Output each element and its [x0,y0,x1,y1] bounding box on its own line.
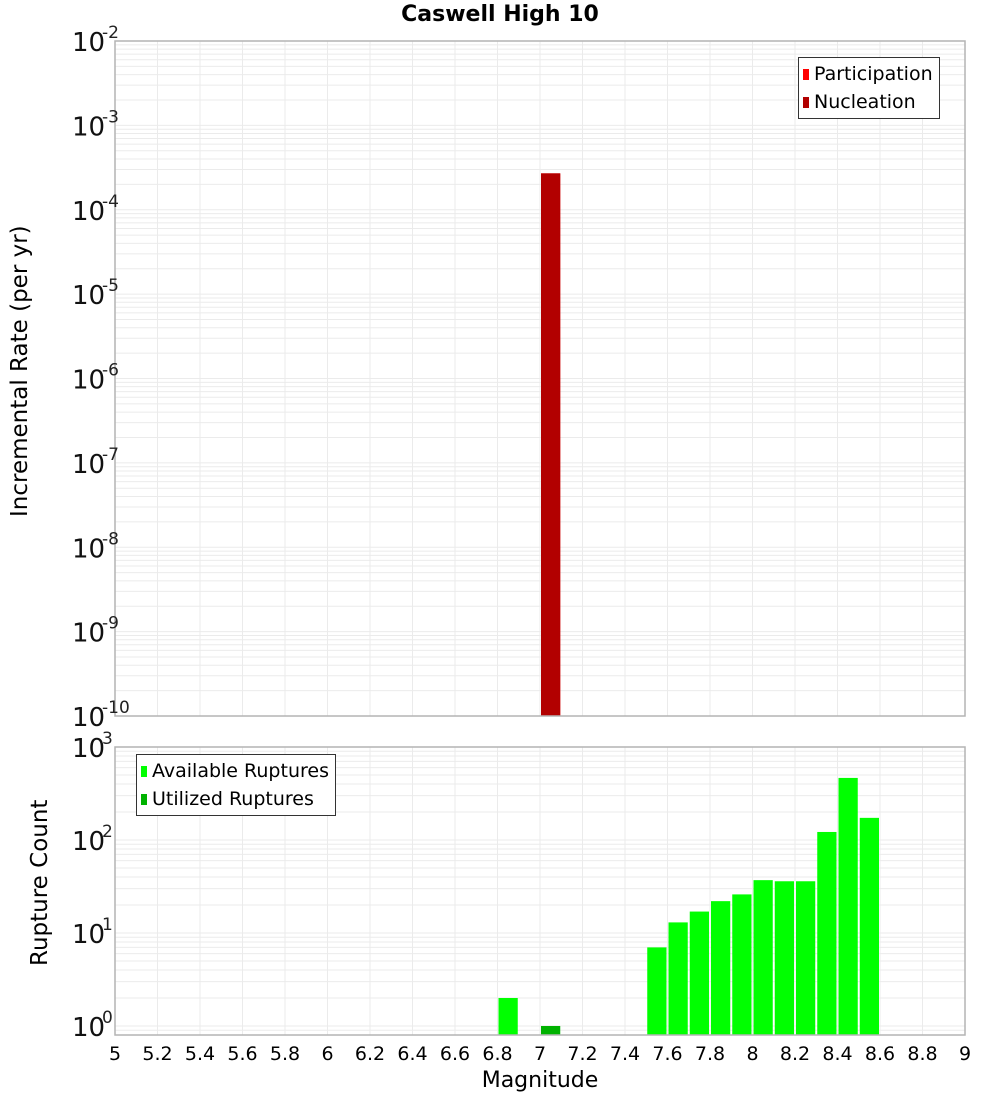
x-tick-label: 9 [959,1043,971,1065]
x-tick-label: 5.2 [142,1043,172,1065]
y-tick-exponent: -4 [102,192,119,212]
y-tick-exponent: 0 [102,1008,113,1028]
x-tick-label: 7.8 [695,1043,725,1065]
legend-label: Nucleation [814,91,916,113]
legend-item-nucleation: Nucleation [803,88,933,116]
y-tick-exponent: -2 [102,23,119,43]
y-tick-exponent: -6 [102,361,119,381]
x-axis-label: Magnitude [481,1068,599,1093]
bar [732,894,752,1035]
y-tick-exponent: -9 [102,614,119,634]
y-tick-label: 10 [72,281,105,311]
y-tick-exponent: 3 [102,729,113,749]
legend-label: Utilized Ruptures [152,788,314,810]
legend-item-available-ruptures: Available Ruptures [141,757,329,785]
y-tick-label: 10 [72,112,105,142]
x-tick-label: 6.6 [440,1043,470,1065]
lower-y-axis-label: Rupture Count [27,799,53,966]
bar [498,997,518,1035]
x-tick-label: 7.2 [567,1043,597,1065]
y-tick-label: 10 [72,1013,105,1043]
x-tick-label: 6.8 [482,1043,512,1065]
x-tick-label: 8.8 [907,1043,937,1065]
bar [541,173,561,716]
y-tick-label: 10 [72,920,105,950]
y-tick-label: 10 [72,827,105,857]
x-tick-label: 5.4 [185,1043,215,1065]
x-tick-label: 7 [534,1043,546,1065]
bar [796,881,816,1035]
bar [689,911,709,1035]
bar [668,922,688,1035]
y-tick-exponent: 2 [102,822,113,842]
y-tick-label: 10 [72,734,105,764]
nucleation-swatch-icon [803,96,809,108]
y-tick-label: 10 [72,450,105,480]
x-tick-label: 8.2 [780,1043,810,1065]
legend-label: Participation [814,63,933,85]
y-tick-label: 10 [72,366,105,396]
y-tick-exponent: -5 [102,276,119,296]
legend-item-participation: Participation [803,60,933,88]
y-tick-label: 10 [72,197,105,227]
bar [711,901,731,1035]
legend-label: Available Ruptures [152,760,329,782]
y-tick-exponent: -7 [102,445,119,465]
x-tick-label: 8.4 [822,1043,852,1065]
x-tick-label: 7.4 [610,1043,640,1065]
bar [753,880,773,1035]
y-tick-exponent: 1 [102,915,113,935]
legend-item-utilized-ruptures: Utilized Ruptures [141,785,329,813]
bar [859,817,879,1035]
bar [774,881,794,1035]
upper-plot: 10-210-310-410-510-610-710-810-910-10 [72,23,966,733]
utilized-swatch-icon [141,793,147,805]
y-tick-label: 10 [72,619,105,649]
x-tick-label: 8 [746,1043,758,1065]
bar [647,947,667,1035]
chart-title: Caswell High 10 [401,2,599,27]
participation-swatch-icon [803,68,809,80]
x-tick-label: 6 [321,1043,333,1065]
x-tick-label: 6.2 [355,1043,385,1065]
bar [838,777,858,1035]
lower-legend: Available Ruptures Utilized Ruptures [136,754,336,816]
y-tick-label: 10 [72,28,105,58]
y-tick-label: 10 [72,703,105,733]
x-tick-label: 5 [109,1043,121,1065]
upper-y-axis-label: Incremental Rate (per yr) [7,225,33,517]
y-tick-exponent: -8 [102,529,119,549]
bar [817,831,837,1035]
x-tick-label: 7.6 [652,1043,682,1065]
y-tick-exponent: -3 [102,107,119,127]
available-swatch-icon [141,765,147,777]
x-tick-label: 5.6 [227,1043,257,1065]
y-tick-label: 10 [72,534,105,564]
x-tick-label: 5.8 [270,1043,300,1065]
x-tick-label: 6.4 [397,1043,427,1065]
upper-legend: Participation Nucleation [798,57,940,119]
y-tick-exponent: -10 [102,698,130,718]
x-tick-label: 8.6 [865,1043,895,1065]
bar [541,1025,561,1035]
